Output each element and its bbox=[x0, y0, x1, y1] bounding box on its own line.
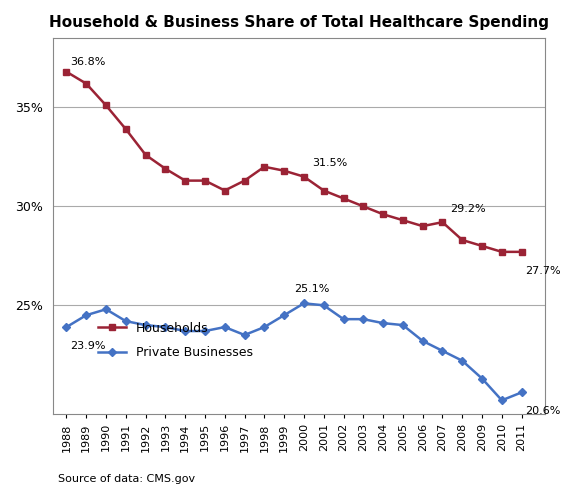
Households bbox=[162, 166, 169, 172]
Private Businesses bbox=[241, 332, 248, 338]
Private Businesses bbox=[181, 328, 188, 334]
Private Businesses bbox=[498, 398, 505, 403]
Households bbox=[281, 168, 288, 174]
Private Businesses bbox=[479, 376, 486, 382]
Line: Private Businesses: Private Businesses bbox=[64, 300, 525, 403]
Legend: Households, Private Businesses: Households, Private Businesses bbox=[98, 322, 253, 359]
Private Businesses bbox=[360, 316, 367, 322]
Text: 23.9%: 23.9% bbox=[71, 341, 106, 351]
Private Businesses bbox=[261, 324, 268, 330]
Households bbox=[123, 126, 129, 132]
Households bbox=[340, 195, 347, 201]
Private Businesses bbox=[399, 322, 406, 328]
Households bbox=[518, 249, 525, 255]
Private Businesses bbox=[102, 306, 109, 312]
Households bbox=[498, 249, 505, 255]
Text: 29.2%: 29.2% bbox=[450, 204, 486, 214]
Private Businesses bbox=[142, 322, 149, 328]
Text: 27.7%: 27.7% bbox=[525, 266, 561, 276]
Households bbox=[459, 237, 466, 243]
Households bbox=[202, 178, 209, 184]
Households bbox=[360, 204, 367, 209]
Text: 31.5%: 31.5% bbox=[312, 158, 347, 168]
Households bbox=[380, 211, 387, 217]
Households bbox=[241, 178, 248, 184]
Text: 36.8%: 36.8% bbox=[71, 57, 106, 67]
Households bbox=[419, 223, 426, 229]
Households bbox=[439, 219, 446, 225]
Private Businesses bbox=[380, 320, 387, 326]
Text: 25.1%: 25.1% bbox=[294, 284, 329, 295]
Private Businesses bbox=[162, 324, 169, 330]
Private Businesses bbox=[518, 389, 525, 395]
Households bbox=[181, 178, 188, 184]
Private Businesses bbox=[301, 300, 307, 306]
Households bbox=[142, 152, 149, 158]
Households bbox=[261, 164, 268, 170]
Title: Household & Business Share of Total Healthcare Spending: Household & Business Share of Total Heal… bbox=[49, 15, 549, 30]
Private Businesses bbox=[63, 324, 70, 330]
Private Businesses bbox=[459, 358, 466, 364]
Line: Households: Households bbox=[63, 69, 525, 255]
Private Businesses bbox=[221, 324, 228, 330]
Households bbox=[83, 81, 90, 87]
Households bbox=[301, 174, 307, 179]
Households bbox=[320, 188, 327, 193]
Private Businesses bbox=[83, 312, 90, 318]
Households bbox=[399, 217, 406, 223]
Households bbox=[221, 188, 228, 193]
Private Businesses bbox=[123, 318, 129, 324]
Private Businesses bbox=[419, 338, 426, 344]
Private Businesses bbox=[340, 316, 347, 322]
Private Businesses bbox=[439, 348, 446, 354]
Private Businesses bbox=[320, 302, 327, 308]
Households bbox=[102, 103, 109, 108]
Private Businesses bbox=[202, 328, 209, 334]
Households bbox=[479, 243, 486, 249]
Households bbox=[63, 69, 70, 75]
Text: 20.6%: 20.6% bbox=[525, 406, 561, 416]
Private Businesses bbox=[281, 312, 288, 318]
Text: Source of data: CMS.gov: Source of data: CMS.gov bbox=[58, 473, 195, 484]
